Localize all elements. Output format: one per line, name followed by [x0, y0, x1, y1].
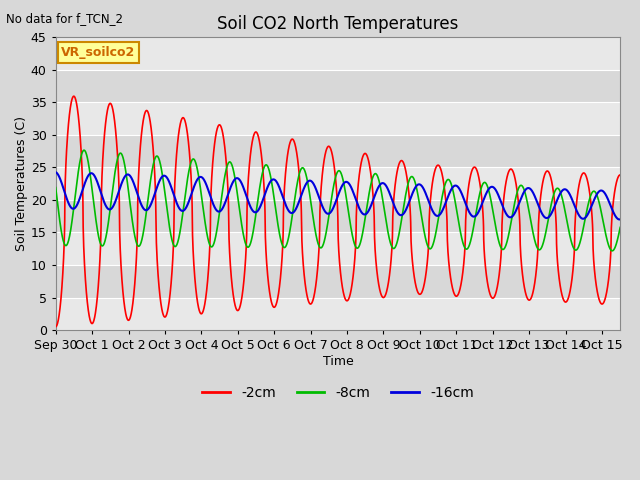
Text: No data for f_TCN_2: No data for f_TCN_2 [6, 12, 124, 25]
Text: VR_soilco2: VR_soilco2 [61, 46, 136, 59]
Bar [56, 168, 620, 200]
Title: Soil CO2 North Temperatures: Soil CO2 North Temperatures [217, 15, 459, 33]
X-axis label: Time: Time [323, 355, 353, 368]
Y-axis label: Soil Temperatures (C): Soil Temperatures (C) [15, 116, 28, 251]
Bar [56, 135, 620, 168]
Bar [56, 102, 620, 135]
Bar [56, 265, 620, 298]
Bar [56, 298, 620, 330]
Bar [56, 200, 620, 232]
Bar [56, 37, 620, 70]
Bar [56, 70, 620, 102]
Legend: -2cm, -8cm, -16cm: -2cm, -8cm, -16cm [196, 380, 479, 405]
Bar [56, 232, 620, 265]
